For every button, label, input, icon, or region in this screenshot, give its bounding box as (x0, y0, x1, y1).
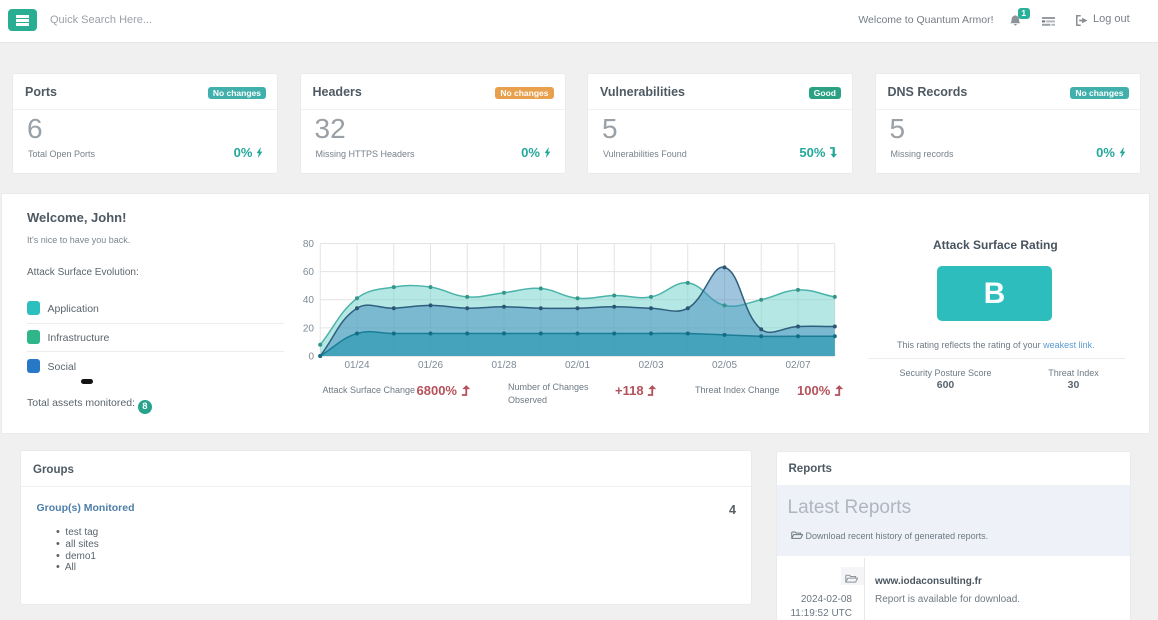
svg-text:01/26: 01/26 (418, 360, 443, 371)
svg-text:0: 0 (308, 352, 314, 363)
svg-text:02/07: 02/07 (785, 360, 810, 371)
svg-text:02/01: 02/01 (565, 360, 590, 371)
svg-text:20: 20 (303, 323, 315, 334)
svg-text:02/05: 02/05 (712, 360, 737, 371)
svg-text:80: 80 (303, 239, 315, 250)
svg-text:01/28: 01/28 (491, 360, 516, 371)
svg-text:60: 60 (303, 267, 315, 278)
svg-text:01/24: 01/24 (344, 360, 369, 371)
svg-text:02/03: 02/03 (638, 360, 663, 371)
svg-text:40: 40 (303, 295, 315, 306)
